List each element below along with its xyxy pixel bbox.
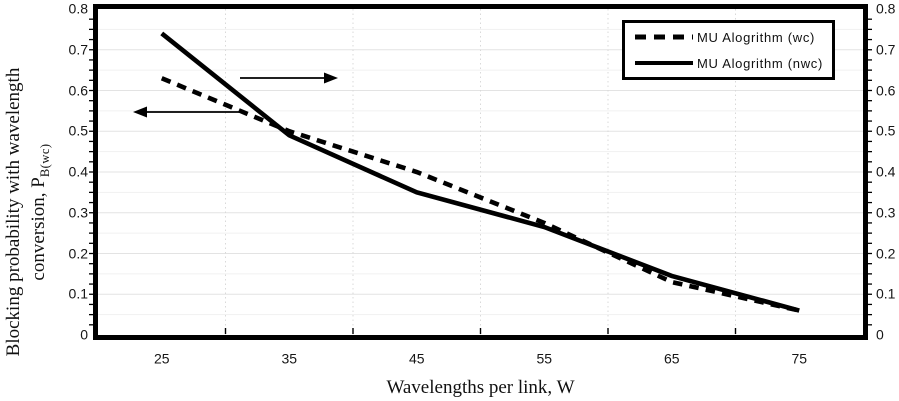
legend-solid-line-sample bbox=[635, 61, 693, 65]
series-line-wc bbox=[160, 76, 800, 313]
y-axis-title-line2-text: conversion, P bbox=[28, 177, 49, 281]
x-axis-tick-label: 55 bbox=[536, 350, 553, 367]
legend-item-nwc: MU Alogrithm (nwc) bbox=[633, 50, 832, 76]
x-axis-tick-label: 75 bbox=[791, 350, 808, 367]
x-axis-tick-label: 25 bbox=[153, 350, 170, 367]
y-axis-tick-label-left: 0.3 bbox=[68, 204, 88, 221]
legend-dashed-line-sample bbox=[635, 34, 693, 40]
y-axis-tick-label-right: 0.6 bbox=[876, 82, 896, 98]
legend-label-wc: MU Alogrithm (wc) bbox=[697, 29, 816, 45]
y-axis-title-line1: Blocking probability with wavelength bbox=[3, 67, 24, 357]
y-axis-tick-label-left: 0.7 bbox=[68, 41, 88, 58]
legend-box: MU Alogrithm (wc) MU Alogrithm (nwc) bbox=[622, 20, 835, 80]
y-axis-tick-label-right: 0.2 bbox=[876, 245, 896, 261]
x-axis-tick-label: 45 bbox=[408, 350, 425, 367]
y-axis-tick-label-left: 0.1 bbox=[68, 285, 88, 302]
x-axis-tick-label: 35 bbox=[281, 350, 298, 367]
series-line-nwc bbox=[160, 31, 800, 313]
x-axis-title: Wavelengths per link, W bbox=[386, 377, 575, 398]
plot-border bbox=[93, 4, 868, 340]
y-axis-tick-label-left: 0.2 bbox=[68, 245, 88, 261]
y-axis-tick-label-left: 0 bbox=[80, 326, 88, 343]
y-axis-tick-label-right: 0.5 bbox=[876, 122, 896, 139]
y-axis-tick-label-right: 0.8 bbox=[876, 0, 896, 17]
y-axis-tick-label-left: 0.8 bbox=[68, 0, 88, 17]
legend-item-wc: MU Alogrithm (wc) bbox=[633, 24, 832, 50]
y-axis-tick-label-right: 0.4 bbox=[876, 163, 896, 180]
y-axis-tick-label-right: 0.1 bbox=[876, 285, 896, 302]
left-arrow-head-icon bbox=[133, 106, 147, 118]
y-axis-tick-label-left: 0.4 bbox=[68, 163, 88, 180]
x-axis-tick-label: 65 bbox=[663, 350, 680, 367]
legend-label-nwc: MU Alogrithm (nwc) bbox=[697, 55, 824, 71]
right-arrow-head-icon bbox=[324, 72, 338, 84]
y-axis-tick-label-right: 0 bbox=[876, 326, 884, 343]
y-axis-tick-label-left: 0.5 bbox=[68, 122, 88, 139]
y-axis-tick-label-right: 0.7 bbox=[876, 41, 896, 58]
y-axis-tick-label-right: 0.3 bbox=[876, 204, 896, 221]
y-axis-tick-label-left: 0.6 bbox=[68, 82, 88, 98]
